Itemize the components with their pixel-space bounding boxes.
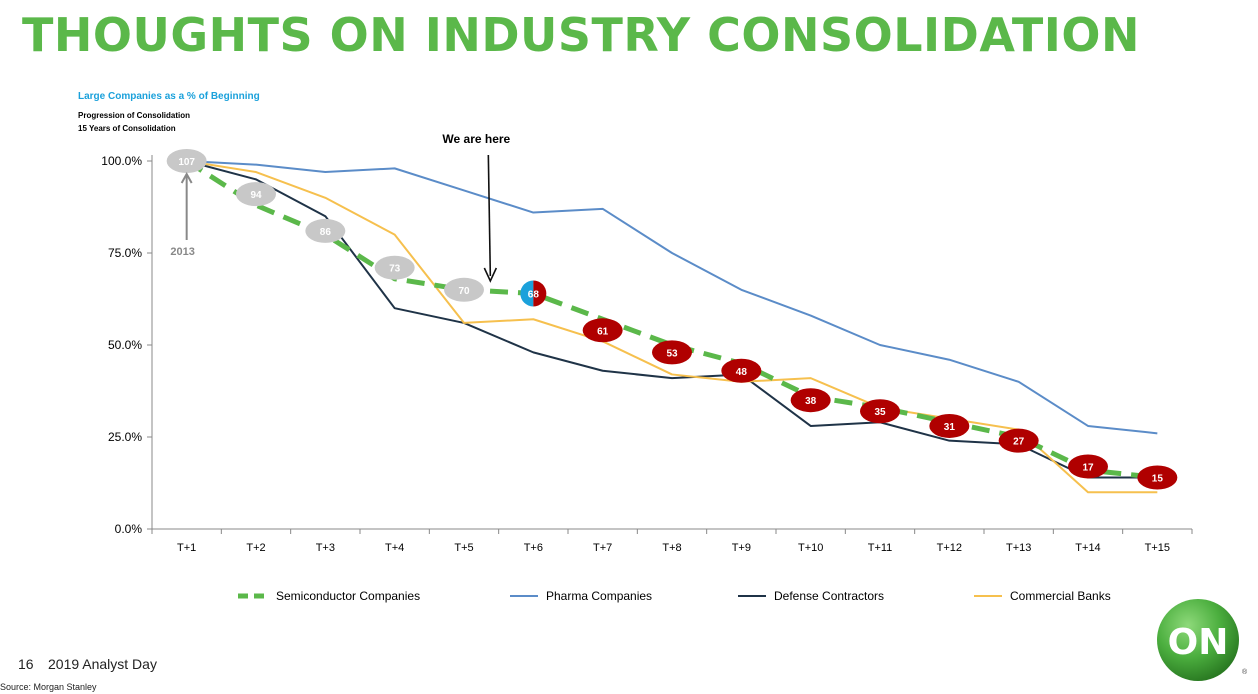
count-label: 107 (178, 157, 195, 168)
legend-label: Semiconductor Companies (276, 589, 420, 603)
legend-label: Commercial Banks (1010, 589, 1111, 603)
count-label: 73 (389, 264, 401, 275)
x-tick-label: T+5 (454, 542, 473, 554)
count-bubble-half-blue (520, 280, 534, 307)
x-tick-label: T+4 (385, 542, 404, 554)
count-bubble-past (374, 255, 415, 280)
x-tick-label: T+14 (1075, 542, 1100, 554)
count-label: 35 (874, 407, 886, 418)
on-semiconductor-logo: ON (1157, 599, 1239, 681)
count-bubble-past (444, 277, 484, 302)
we-are-here-arrowhead (483, 267, 498, 283)
x-tick-label: T+11 (868, 542, 893, 554)
legend-label: Pharma Companies (546, 589, 652, 603)
x-tick-label: T+3 (316, 542, 335, 554)
count-label: 31 (944, 422, 956, 433)
chart-title: Large Companies as a % of Beginning (78, 91, 260, 102)
count-bubble-future (721, 358, 762, 383)
x-tick-label: T+6 (524, 542, 543, 554)
count-label: 15 (1152, 473, 1164, 484)
legend-label: Defense Contractors (774, 589, 884, 603)
logo-text: ON (1168, 622, 1229, 663)
count-label: 68 (528, 289, 540, 300)
y-tick-label: 75.0% (108, 246, 142, 260)
series-line-semiconductor-companies (185, 158, 1158, 480)
x-tick-label: T+1 (177, 542, 196, 554)
count-label: 94 (250, 190, 262, 201)
count-label: 86 (320, 227, 332, 238)
x-tick-label: T+10 (798, 542, 823, 554)
chart-subtitle-1: Progression of Consolidation (78, 111, 191, 120)
count-bubble-future (652, 340, 692, 365)
count-bubble-past (236, 182, 276, 207)
chart-subtitle-2: 15 Years of Consolidation (78, 124, 176, 133)
count-label: 61 (597, 326, 609, 337)
annotation-we-are-here: We are here (442, 132, 510, 146)
count-bubble-half-red (533, 280, 547, 307)
year-2013-arrowhead (180, 171, 193, 184)
y-tick-label: 25.0% (108, 430, 142, 444)
series-line-commercial-banks (186, 160, 1158, 494)
x-tick-label: T+12 (937, 542, 962, 554)
count-label: 53 (666, 348, 678, 359)
count-label: 17 (1082, 462, 1094, 473)
count-bubble-future (929, 413, 970, 438)
count-bubble-future (790, 388, 831, 413)
x-tick-label: T+2 (246, 542, 265, 554)
count-bubble-past (305, 218, 346, 243)
y-tick-label: 100.0% (101, 154, 142, 168)
count-label: 48 (736, 367, 748, 378)
count-label: 38 (805, 396, 817, 407)
count-label: 27 (1013, 437, 1025, 448)
x-tick-label: T+8 (662, 542, 681, 554)
x-tick-label: T+13 (1006, 542, 1031, 554)
source-note: Source: Morgan Stanley (0, 682, 97, 692)
count-bubble-future (860, 399, 900, 424)
x-tick-label: T+15 (1145, 542, 1170, 554)
x-tick-label: T+7 (593, 542, 612, 554)
event-name: 2019 Analyst Day (48, 656, 157, 672)
page-number: 16 (18, 656, 34, 672)
x-tick-label: T+9 (732, 542, 751, 554)
count-bubble-future (1068, 454, 1108, 479)
slide-title: THOUGHTS ON INDUSTRY CONSOLIDATION (22, 8, 1140, 62)
count-bubble-future (998, 428, 1039, 453)
annotation-2013: 2013 (170, 246, 194, 258)
count-label: 70 (458, 286, 470, 297)
y-tick-label: 50.0% (108, 338, 142, 352)
count-bubble-past (166, 149, 207, 173)
series-line-pharma-companies (186, 160, 1158, 435)
we-are-here-arrow-shaft (487, 154, 492, 277)
y-tick-label: 0.0% (115, 522, 143, 536)
count-bubble-future (1137, 465, 1178, 490)
count-bubble-future (582, 318, 623, 343)
registered-mark: ® (1242, 669, 1248, 676)
